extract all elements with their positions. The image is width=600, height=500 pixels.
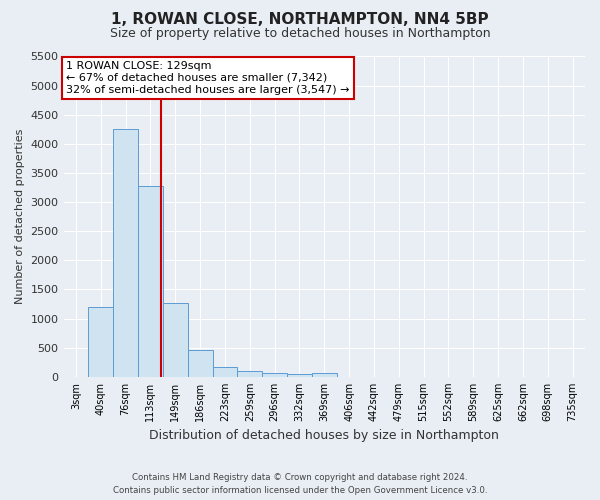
Y-axis label: Number of detached properties: Number of detached properties	[15, 129, 25, 304]
Bar	[238, 371, 262, 377]
Bar	[88, 307, 113, 377]
Text: Contains HM Land Registry data © Crown copyright and database right 2024.
Contai: Contains HM Land Registry data © Crown c…	[113, 474, 487, 495]
Text: Size of property relative to detached houses in Northampton: Size of property relative to detached ho…	[110, 28, 490, 40]
Bar	[138, 186, 163, 377]
Bar	[262, 373, 287, 377]
Bar	[163, 304, 188, 377]
X-axis label: Distribution of detached houses by size in Northampton: Distribution of detached houses by size …	[149, 430, 499, 442]
Text: 1, ROWAN CLOSE, NORTHAMPTON, NN4 5BP: 1, ROWAN CLOSE, NORTHAMPTON, NN4 5BP	[111, 12, 489, 28]
Bar	[113, 130, 138, 377]
Bar	[312, 374, 337, 377]
Bar	[212, 367, 238, 377]
Bar	[287, 374, 312, 377]
Text: 1 ROWAN CLOSE: 129sqm
← 67% of detached houses are smaller (7,342)
32% of semi-d: 1 ROWAN CLOSE: 129sqm ← 67% of detached …	[66, 62, 350, 94]
Bar	[188, 350, 212, 377]
